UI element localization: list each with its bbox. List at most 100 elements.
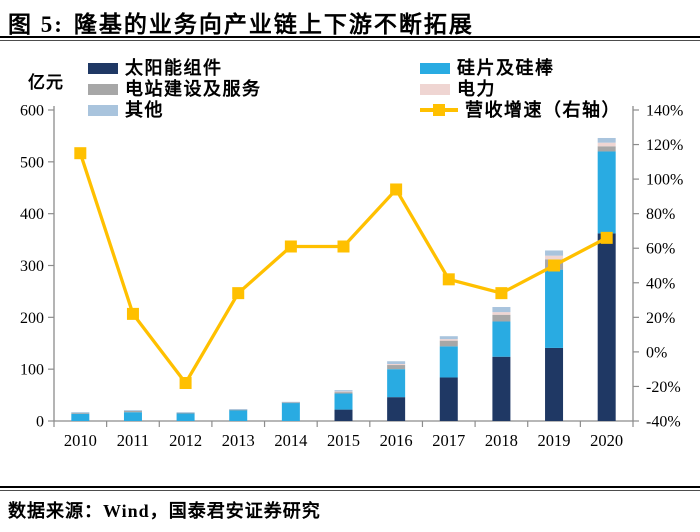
chart-legend-right-column: 硅片及硅棒 电力 营收增速（右轴） bbox=[420, 58, 621, 120]
footer-divider bbox=[0, 486, 700, 488]
revenue-growth-line-icon bbox=[420, 104, 458, 117]
bar-segment-2018 bbox=[492, 307, 511, 313]
chart-legend-left-column: 太阳能组件 电站建设及服务 其他 bbox=[88, 58, 262, 120]
legend-item-silicon-wafers: 硅片及硅棒 bbox=[420, 58, 621, 78]
x-tick-label-2010: 2010 bbox=[64, 431, 97, 450]
left-axis-tick-label: 100 bbox=[20, 362, 44, 379]
bar-segment-2014 bbox=[281, 401, 300, 403]
legend-item-solar-modules: 太阳能组件 bbox=[88, 58, 262, 78]
bar-segment-2010 bbox=[71, 413, 90, 421]
bar-segment-2020 bbox=[597, 151, 616, 234]
growth-marker-2010 bbox=[74, 147, 87, 160]
bar-segment-2017 bbox=[439, 346, 458, 378]
bar-segment-2012 bbox=[176, 412, 195, 414]
legend-label: 太阳能组件 bbox=[125, 58, 223, 78]
x-tick-label-2013: 2013 bbox=[222, 431, 255, 450]
bar-segment-2012 bbox=[176, 413, 195, 421]
legend-item-other: 其他 bbox=[88, 100, 262, 120]
right-axis-tick-label: 0% bbox=[646, 344, 667, 361]
left-axis-tick-label: 300 bbox=[20, 258, 44, 275]
x-tick-label-2017: 2017 bbox=[432, 431, 465, 450]
growth-marker-2019 bbox=[548, 259, 561, 272]
left-axis-tick-label: 0 bbox=[36, 414, 44, 431]
x-tick-label-2014: 2014 bbox=[274, 431, 307, 450]
bar-segment-2015 bbox=[334, 391, 353, 394]
legend-label: 其他 bbox=[125, 100, 164, 120]
x-tick-label-2012: 2012 bbox=[169, 431, 202, 450]
bar-segment-2015 bbox=[334, 409, 353, 421]
bar-segment-2020 bbox=[597, 146, 616, 152]
bar-segment-2016 bbox=[387, 369, 406, 398]
revenue-growth-line bbox=[78, 152, 608, 386]
bar-segment-2015 bbox=[334, 390, 353, 392]
growth-marker-2018 bbox=[495, 287, 508, 300]
legend-item-electricity: 电力 bbox=[420, 80, 621, 98]
growth-marker-2015 bbox=[337, 240, 350, 253]
bar-segment-2018 bbox=[492, 356, 511, 421]
other-swatch-icon bbox=[88, 104, 118, 116]
bar-segment-2011 bbox=[123, 410, 142, 411]
bar-segment-2013 bbox=[229, 409, 248, 421]
bar-segment-2013 bbox=[229, 409, 248, 410]
bar-segment-2018 bbox=[492, 312, 511, 315]
right-axis-tick-label: 80% bbox=[646, 206, 675, 223]
bar-segment-2010 bbox=[71, 412, 90, 414]
left-axis-unit-label: 亿元 bbox=[28, 73, 64, 92]
bar-segment-2012 bbox=[176, 412, 195, 413]
bar-segment-2019 bbox=[545, 255, 564, 260]
growth-marker-2016 bbox=[390, 183, 403, 196]
bar-segment-2020 bbox=[597, 137, 616, 143]
right-axis-tick-label: 40% bbox=[646, 275, 675, 292]
right-axis-tick-label: 60% bbox=[646, 241, 675, 258]
bar-segment-2015 bbox=[334, 391, 353, 393]
figure-number-label: 图 5: bbox=[8, 12, 64, 37]
legend-item-power-station-services: 电站建设及服务 bbox=[88, 80, 262, 98]
bar-segment-2018 bbox=[492, 314, 511, 322]
revenue-growth-marker-icon bbox=[433, 104, 445, 117]
bar-segment-2017 bbox=[439, 336, 458, 340]
bar-segment-2011 bbox=[123, 412, 142, 421]
data-source-note: 数据来源：Wind，国泰君安证券研究 bbox=[8, 501, 321, 521]
bar-segment-2017 bbox=[439, 339, 458, 341]
bar-segment-2019 bbox=[545, 250, 564, 256]
footer-divider-thin bbox=[0, 490, 700, 491]
right-axis-tick-label: 20% bbox=[646, 310, 675, 327]
left-axis-tick-label: 500 bbox=[20, 154, 44, 171]
right-axis-tick-label: 120% bbox=[646, 137, 683, 154]
bar-segment-2019 bbox=[545, 347, 564, 421]
bar-segment-2020 bbox=[597, 233, 616, 421]
title-divider-thin bbox=[0, 40, 700, 41]
left-axis-tick-label: 400 bbox=[20, 206, 44, 223]
right-axis-tick-label: -20% bbox=[646, 379, 681, 396]
x-tick-label-2016: 2016 bbox=[380, 431, 413, 450]
bar-segment-2014 bbox=[281, 402, 300, 421]
right-axis-tick-label: -40% bbox=[646, 414, 681, 431]
bar-segment-2016 bbox=[387, 397, 406, 421]
figure-title-row: 图 5: 隆基的业务向产业链上下游不断拓展 bbox=[8, 5, 474, 39]
bar-segment-2018 bbox=[492, 321, 511, 357]
x-tick-label-2019: 2019 bbox=[538, 431, 571, 450]
figure-title: 隆基的业务向产业链上下游不断拓展 bbox=[73, 12, 474, 37]
bar-segment-2020 bbox=[597, 142, 616, 147]
growth-marker-2011 bbox=[126, 307, 139, 320]
bar-segment-2013 bbox=[229, 409, 248, 411]
bar-segment-2016 bbox=[387, 361, 406, 364]
right-axis-tick-label: 140% bbox=[646, 103, 683, 120]
x-tick-label-2018: 2018 bbox=[485, 431, 518, 450]
x-tick-label-2020: 2020 bbox=[590, 431, 623, 450]
bar-segment-2016 bbox=[387, 363, 406, 366]
solar-modules-swatch-icon bbox=[88, 62, 118, 74]
x-tick-label-2015: 2015 bbox=[327, 431, 360, 450]
bar-segment-2019 bbox=[545, 269, 564, 348]
legend-label: 硅片及硅棒 bbox=[457, 58, 555, 78]
electricity-swatch-icon bbox=[420, 83, 450, 95]
bar-segment-2017 bbox=[439, 377, 458, 421]
legend-label: 营收增速（右轴） bbox=[465, 100, 621, 120]
growth-marker-2013 bbox=[232, 287, 245, 300]
bar-segment-2015 bbox=[334, 393, 353, 410]
bar-segment-2010 bbox=[71, 412, 90, 413]
right-axis-tick-label: 100% bbox=[646, 172, 683, 189]
bar-segment-2017 bbox=[439, 340, 458, 347]
